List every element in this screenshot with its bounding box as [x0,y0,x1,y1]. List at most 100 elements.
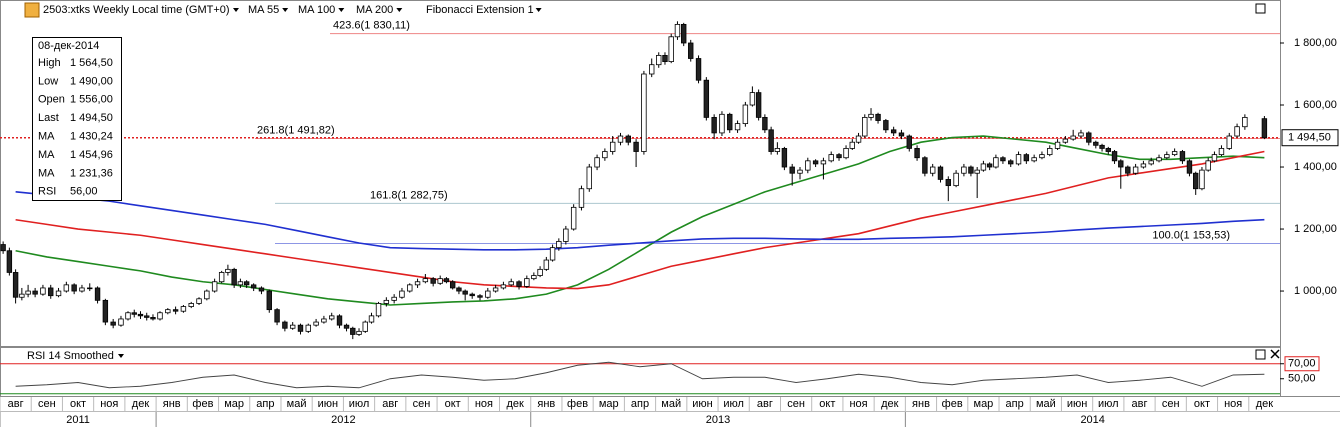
candle-body [1031,157,1037,162]
candle-body [414,281,421,286]
candle-body [836,154,842,159]
candle-body [1234,126,1240,137]
candle-body [399,290,405,298]
month-label: янв [163,398,181,410]
y-tick-label: 1 000,00 [1294,285,1337,297]
legend-item[interactable]: MA 200 [356,4,393,16]
candle-body [524,278,530,287]
candle-body [986,163,993,168]
candle-body [543,259,550,270]
candle-body [231,268,237,286]
y-tick-label: 1 600,00 [1294,99,1337,111]
candle-body [617,135,624,143]
candle-body [828,154,834,162]
dropdown-arrow[interactable] [535,8,542,12]
info-label: MA [38,149,55,161]
candle-body [789,166,795,174]
candle-body [19,293,25,298]
candle-body [1008,160,1014,165]
info-label: High [38,57,61,69]
candle-body [537,268,543,276]
candle-body [974,169,980,174]
month-label: ноя [100,398,118,410]
candle-body [48,287,54,297]
candle-body [914,148,920,159]
month-label: июн [692,398,712,410]
candle-body [462,290,468,295]
candle-body [711,117,717,134]
candle-body [1179,151,1186,162]
candle-body [578,188,585,208]
candle-body [1070,135,1076,140]
candle-body [500,284,507,289]
legend-item[interactable]: MA 55 [248,4,279,16]
candle-body [805,160,811,171]
candle-body [1111,151,1118,162]
month-label: дек [132,398,150,410]
month-label: окт [70,398,86,410]
candle-body [469,293,475,297]
info-label: Low [38,75,58,87]
candle-body [0,244,6,252]
candle-body [762,117,768,131]
candle-body [695,58,702,81]
candle-body [656,55,662,66]
fibonacci-legend[interactable]: Fibonacci Extension 1 [426,4,534,16]
month-label: май [287,398,307,410]
month-label: дек [881,398,899,410]
candle-body [1148,160,1154,165]
candle-body [633,141,639,152]
legend-item[interactable]: MA 100 [298,4,335,16]
maximize-button[interactable] [1255,3,1266,14]
candle-body [125,312,131,320]
month-label: май [1036,398,1056,410]
candle-body [1118,160,1124,168]
info-label: Open [38,94,65,106]
candle-body [110,321,116,326]
candle-body [549,247,556,261]
candle-body [734,123,741,131]
dropdown-arrow[interactable] [396,8,403,12]
candle-body [297,324,304,332]
candle-body [258,287,265,292]
candle-body [94,287,101,301]
fibonacci-label: 100.0(1 153,53) [1152,229,1230,241]
dropdown-arrow[interactable] [282,8,289,12]
candle-body [937,166,944,180]
month-label: янв [912,398,930,410]
info-label: MA [38,131,55,143]
info-value: 1 430,24 [70,131,113,143]
dropdown-arrow[interactable] [118,354,124,358]
close-button[interactable] [1270,349,1280,359]
candle-body [742,104,749,125]
candle-body [1164,154,1170,159]
candle-body [375,303,382,317]
year-label: 2014 [1080,414,1104,426]
candle-body [1054,141,1061,149]
rsi-title: RSI 14 Smoothed [27,350,114,362]
month-label: дек [1256,398,1274,410]
month-label: май [661,398,681,410]
candle-body [368,315,375,323]
candle-body [961,166,967,174]
plot-frame [0,0,1281,347]
dropdown-arrow[interactable] [233,8,239,12]
y-tick-label: 1 400,00 [1294,161,1337,173]
year-label: 2012 [331,414,355,426]
candle-body [993,157,999,168]
candle-body [719,113,725,134]
candle-body [1242,117,1248,128]
maximize-button[interactable] [1255,349,1266,360]
candle-body [1211,154,1218,162]
symbol-icon [24,2,40,18]
month-label: июн [318,398,338,410]
last-price-box [1281,129,1339,147]
candle-body [180,306,187,312]
candle-body [343,324,350,329]
candle-body [204,290,210,300]
dropdown-arrow[interactable] [338,8,345,12]
candle-body [131,312,137,315]
candle-body [449,281,456,289]
